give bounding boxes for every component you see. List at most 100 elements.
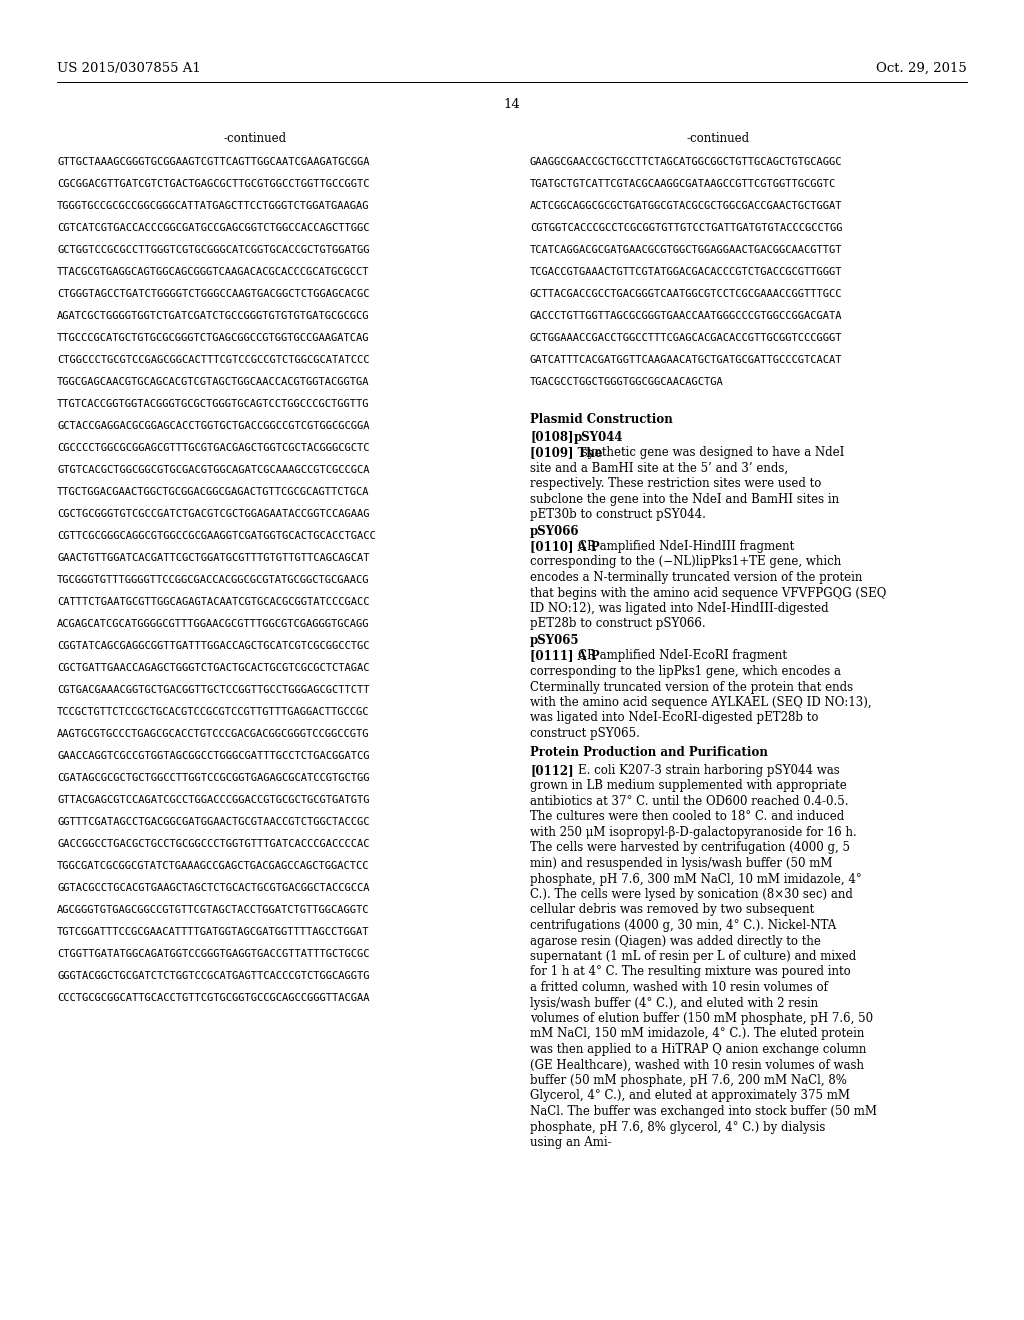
Text: NaCl. The buffer was exchanged into stock buffer (50 mM: NaCl. The buffer was exchanged into stoc… [530,1105,877,1118]
Text: site and a BamHI site at the 5’ and 3’ ends,: site and a BamHI site at the 5’ and 3’ e… [530,462,788,474]
Text: C.). The cells were lysed by sonication (8×30 sec) and: C.). The cells were lysed by sonication … [530,888,853,902]
Text: grown in LB medium supplemented with appropriate: grown in LB medium supplemented with app… [530,780,847,792]
Text: subclone the gene into the NdeI and BamHI sites in: subclone the gene into the NdeI and BamH… [530,492,839,506]
Text: construct pSY065.: construct pSY065. [530,727,640,741]
Text: GAACTGTTGGATCACGATTCGCTGGATGCGTTTGTGTTGTTCAGCAGCAT: GAACTGTTGGATCACGATTCGCTGGATGCGTTTGTGTTGT… [57,553,370,564]
Text: CGCCCCTGGCGCGGAGCGTTTGCGTGACGAGCTGGTCGCTACGGGCGCTC: CGCCCCTGGCGCGGAGCGTTTGCGTGACGAGCTGGTCGCT… [57,444,370,453]
Text: synthetic gene was designed to have a NdeI: synthetic gene was designed to have a Nd… [579,446,845,459]
Text: volumes of elution buffer (150 mM phosphate, pH 7.6, 50: volumes of elution buffer (150 mM phosph… [530,1012,873,1026]
Text: GGGTACGGCTGCGATCTCTGGTCCGCATGAGTTCACCCGTCTGGCAGGTG: GGGTACGGCTGCGATCTCTGGTCCGCATGAGTTCACCCGT… [57,972,370,981]
Text: respectively. These restriction sites were used to: respectively. These restriction sites we… [530,477,821,490]
Text: TCGACCGTGAAACTGTTCGTATGGACGACACCCGTCTGACCGCGTTGGGT: TCGACCGTGAAACTGTTCGTATGGACGACACCCGTCTGAC… [530,267,843,277]
Text: TCATCAGGACGCGATGAACGCGTGGCTGGAGGAACTGACGGCAACGTTGT: TCATCAGGACGCGATGAACGCGTGGCTGGAGGAACTGACG… [530,246,843,255]
Text: AGATCGCTGGGGTGGTCTGATCGATCTGCCGGGTGTGTGTGATGCGCGCG: AGATCGCTGGGGTGGTCTGATCGATCTGCCGGGTGTGTGT… [57,312,370,321]
Text: GAAGGCGAACCGCTGCCTTCTAGCATGGCGGCTGTTGCAGCTGTGCAGGC: GAAGGCGAACCGCTGCCTTCTAGCATGGCGGCTGTTGCAG… [530,157,843,168]
Text: -continued: -continued [686,132,750,145]
Text: [0111] A P: [0111] A P [530,649,600,663]
Text: CR amplified NdeI-EcoRI fragment: CR amplified NdeI-EcoRI fragment [579,649,787,663]
Text: TGTCGGATTTCCGCGAACATTTTGATGGTAGCGATGGTTTTAGCCTGGAT: TGTCGGATTTCCGCGAACATTTTGATGGTAGCGATGGTTT… [57,927,370,937]
Text: was ligated into NdeI-EcoRI-digested pET28b to: was ligated into NdeI-EcoRI-digested pET… [530,711,818,725]
Text: TGCGGGTGTTTGGGGTTCCGGCGACCACGGCGCGTATGCGGCTGCGAACG: TGCGGGTGTTTGGGGTTCCGGCGACCACGGCGCGTATGCG… [57,576,370,585]
Text: TGGGTGCCGCGCCGGCGGGCATTATGAGCTTCCTGGGTCTGGATGAAGAG: TGGGTGCCGCGCCGGCGGGCATTATGAGCTTCCTGGGTCT… [57,201,370,211]
Text: CGTGGTCACCCGCCTCGCGGTGTTGTCCTGATTGATGTGTACCCGCCTGG: CGTGGTCACCCGCCTCGCGGTGTTGTCCTGATTGATGTGT… [530,223,843,234]
Text: GGTACGCCTGCACGTGAAGCTAGCTCTGCACTGCGTGACGGCTACCGCCA: GGTACGCCTGCACGTGAAGCTAGCTCTGCACTGCGTGACG… [57,883,370,894]
Text: centrifugations (4000 g, 30 min, 4° C.). Nickel-NTA: centrifugations (4000 g, 30 min, 4° C.).… [530,919,837,932]
Text: CGATAGCGCGCTGCTGGCCTTGGTCCGCGGTGAGAGCGCATCCGTGCTGG: CGATAGCGCGCTGCTGGCCTTGGTCCGCGGTGAGAGCGCA… [57,774,370,783]
Text: CGTTCGCGGGCAGGCGTGGCCGCGAAGGTCGATGGTGCACTGCACCTGACC: CGTTCGCGGGCAGGCGTGGCCGCGAAGGTCGATGGTGCAC… [57,531,376,541]
Text: GTTGCTAAAGCGGGTGCGGAAGTCGTTCAGTTGGCAATCGAAGATGCGGA: GTTGCTAAAGCGGGTGCGGAAGTCGTTCAGTTGGCAATCG… [57,157,370,168]
Text: GACCCTGTTGGTTAGCGCGGGTGAACCAATGGGCCCGTGGCCGGACGATA: GACCCTGTTGGTTAGCGCGGGTGAACCAATGGGCCCGTGG… [530,312,843,321]
Text: TGACGCCTGGCTGGGTGGCGGCAACAGCTGA: TGACGCCTGGCTGGGTGGCGGCAACAGCTGA [530,378,724,387]
Text: GTGTCACGCTGGCGGCGTGCGACGTGGCAGATCGCAAAGCCGTCGCCGCA: GTGTCACGCTGGCGGCGTGCGACGTGGCAGATCGCAAAGC… [57,465,370,475]
Text: Glycerol, 4° C.), and eluted at approximately 375 mM: Glycerol, 4° C.), and eluted at approxim… [530,1089,850,1102]
Text: GCTTACGACCGCCTGACGGGTCAATGGCGTCCTCGCGAAACCGGTTTGCC: GCTTACGACCGCCTGACGGGTCAATGGCGTCCTCGCGAAA… [530,289,843,300]
Text: phosphate, pH 7.6, 300 mM NaCl, 10 mM imidazole, 4°: phosphate, pH 7.6, 300 mM NaCl, 10 mM im… [530,873,862,886]
Text: using an Ami-: using an Ami- [530,1137,611,1148]
Text: that begins with the amino acid sequence VFVFPGQG (SEQ: that begins with the amino acid sequence… [530,586,887,599]
Text: Cterminally truncated version of the protein that ends: Cterminally truncated version of the pro… [530,681,853,693]
Text: GGTTTCGATAGCCTGACGGCGATGGAACTGCGTAACCGTCTGGCTACCGC: GGTTTCGATAGCCTGACGGCGATGGAACTGCGTAACCGTC… [57,817,370,828]
Text: ID NO:12), was ligated into NdeI-HindIII-digested: ID NO:12), was ligated into NdeI-HindIII… [530,602,828,615]
Text: TGGCGAGCAACGTGCAGCACGTCGTAGCTGGCAACCACGTGGTACGGTGA: TGGCGAGCAACGTGCAGCACGTCGTAGCTGGCAACCACGT… [57,378,370,387]
Text: CTGGTTGATATGGCAGATGGTCCGGGTGAGGTGACCGTTATTTGCTGCGC: CTGGTTGATATGGCAGATGGTCCGGGTGAGGTGACCGTTA… [57,949,370,960]
Text: GCTACCGAGGACGCGGAGCACCTGGTGCTGACCGGCCGTCGTGGCGCGGA: GCTACCGAGGACGCGGAGCACCTGGTGCTGACCGGCCGTC… [57,421,370,432]
Text: a fritted column, washed with 10 resin volumes of: a fritted column, washed with 10 resin v… [530,981,827,994]
Text: corresponding to the lipPks1 gene, which encodes a: corresponding to the lipPks1 gene, which… [530,665,841,678]
Text: phosphate, pH 7.6, 8% glycerol, 4° C.) by dialysis: phosphate, pH 7.6, 8% glycerol, 4° C.) b… [530,1121,825,1134]
Text: The cells were harvested by centrifugation (4000 g, 5: The cells were harvested by centrifugati… [530,842,850,854]
Text: GATCATTTCACGATGGTTCAAGAACATGCTGATGCGATTGCCCGTCACAT: GATCATTTCACGATGGTTCAAGAACATGCTGATGCGATTG… [530,355,843,366]
Text: AGCGGGTGTGAGCGGCCGTGTTCGTAGCTACCTGGATCTGTTGGCAGGTC: AGCGGGTGTGAGCGGCCGTGTTCGTAGCTACCTGGATCTG… [57,906,370,915]
Text: pSY066: pSY066 [530,524,580,537]
Text: pSY065: pSY065 [530,634,580,647]
Text: GCTGGAAACCGACCTGGCCTTTCGAGCACGACACCGTTGCGGTCCCGGGT: GCTGGAAACCGACCTGGCCTTTCGAGCACGACACCGTTGC… [530,333,843,343]
Text: CGTGACGAAACGGTGCTGACGGTTGCTCCGGTTGCCTGGGAGCGCTTCTT: CGTGACGAAACGGTGCTGACGGTTGCTCCGGTTGCCTGGG… [57,685,370,696]
Text: [0108]: [0108] [530,430,573,444]
Text: GTTACGAGCGTCCAGATCGCCTGGACCCGGACCGTGCGCTGCGTGATGTG: GTTACGAGCGTCCAGATCGCCTGGACCCGGACCGTGCGCT… [57,795,370,805]
Text: buffer (50 mM phosphate, pH 7.6, 200 mM NaCl, 8%: buffer (50 mM phosphate, pH 7.6, 200 mM … [530,1074,847,1086]
Text: CATTTCTGAATGCGTTGGCAGAGTACAATCGTGCACGCGGTATCCCGACC: CATTTCTGAATGCGTTGGCAGAGTACAATCGTGCACGCGG… [57,597,370,607]
Text: CTGGCCCTGCGTCCGAGCGGCACTTTCGTCCGCCGTCTGGCGCATATCCC: CTGGCCCTGCGTCCGAGCGGCACTTTCGTCCGCCGTCTGG… [57,355,370,366]
Text: supernatant (1 mL of resin per L of culture) and mixed: supernatant (1 mL of resin per L of cult… [530,950,856,964]
Text: Plasmid Construction: Plasmid Construction [530,413,673,426]
Text: AAGTGCGTGCCCTGAGCGCACCTGTCCCGACGACGGCGGGTCCGGCCGTG: AAGTGCGTGCCCTGAGCGCACCTGTCCCGACGACGGCGGG… [57,729,370,739]
Text: CCCTGCGCGGCATTGCACCTGTTCGTGCGGTGCCGCAGCCGGGTTACGAA: CCCTGCGCGGCATTGCACCTGTTCGTGCGGTGCCGCAGCC… [57,993,370,1003]
Text: [0109] The: [0109] The [530,446,602,459]
Text: ACGAGCATCGCATGGGGCGTTTGGAACGCGTTTGGCGTCGAGGGTGCAGG: ACGAGCATCGCATGGGGCGTTTGGAACGCGTTTGGCGTCG… [57,619,370,630]
Text: pSY044: pSY044 [574,430,624,444]
Text: TTACGCGTGAGGCAGTGGCAGCGGGTCAAGACACGCACCCGCATGCGCCT: TTACGCGTGAGGCAGTGGCAGCGGGTCAAGACACGCACCC… [57,267,370,277]
Text: 14: 14 [504,98,520,111]
Text: was then applied to a HiTRAP Q anion exchange column: was then applied to a HiTRAP Q anion exc… [530,1043,866,1056]
Text: TGATGCTGTCATTCGTACGCAAGGCGATAAGCCGTTCGTGGTTGCGGTC: TGATGCTGTCATTCGTACGCAAGGCGATAAGCCGTTCGTG… [530,180,837,189]
Text: GCTGGTCCGCGCCTTGGGTCGTGCGGGCATCGGTGCACCGCTGTGGATGG: GCTGGTCCGCGCCTTGGGTCGTGCGGGCATCGGTGCACCG… [57,246,370,255]
Text: with 250 μM isopropyl-β-D-galactopyranoside for 16 h.: with 250 μM isopropyl-β-D-galactopyranos… [530,826,857,840]
Text: -continued: -continued [223,132,287,145]
Text: min) and resuspended in lysis/wash buffer (50 mM: min) and resuspended in lysis/wash buffe… [530,857,833,870]
Text: CR amplified NdeI-HindIII fragment: CR amplified NdeI-HindIII fragment [579,540,795,553]
Text: pET30b to construct pSY044.: pET30b to construct pSY044. [530,508,706,521]
Text: E. coli K207-3 strain harboring pSY044 was: E. coli K207-3 strain harboring pSY044 w… [579,764,840,777]
Text: TTGCTGGACGAACTGGCTGCGGACGGCGAGACTGTTCGCGCAGTTCTGCA: TTGCTGGACGAACTGGCTGCGGACGGCGAGACTGTTCGCG… [57,487,370,498]
Text: (GE Healthcare), washed with 10 resin volumes of wash: (GE Healthcare), washed with 10 resin vo… [530,1059,864,1072]
Text: TCCGCTGTTCTCCGCTGCACGTCCGCGTCCGTTGTTTGAGGACTTGCCGC: TCCGCTGTTCTCCGCTGCACGTCCGCGTCCGTTGTTTGAG… [57,708,370,717]
Text: lysis/wash buffer (4° C.), and eluted with 2 resin: lysis/wash buffer (4° C.), and eluted wi… [530,997,818,1010]
Text: CGCTGATTGAACCAGAGCTGGGTCTGACTGCACTGCGTCGCGCTCTAGAC: CGCTGATTGAACCAGAGCTGGGTCTGACTGCACTGCGTCG… [57,663,370,673]
Text: mM NaCl, 150 mM imidazole, 4° C.). The eluted protein: mM NaCl, 150 mM imidazole, 4° C.). The e… [530,1027,864,1040]
Text: CGGTATCAGCGAGGCGGTTGATTTGGACCAGCTGCATCGTCGCGGCCTGC: CGGTATCAGCGAGGCGGTTGATTTGGACCAGCTGCATCGT… [57,642,370,651]
Text: pET28b to construct pSY066.: pET28b to construct pSY066. [530,618,706,631]
Text: Protein Production and Purification: Protein Production and Purification [530,747,768,759]
Text: TTGTCACCGGTGGTACGGGTGCGCTGGGTGCAGTCCTGGCCCGCTGGTTG: TTGTCACCGGTGGTACGGGTGCGCTGGGTGCAGTCCTGGC… [57,399,370,409]
Text: agarose resin (Qiagen) was added directly to the: agarose resin (Qiagen) was added directl… [530,935,821,948]
Text: The cultures were then cooled to 18° C. and induced: The cultures were then cooled to 18° C. … [530,810,844,824]
Text: CGCGGACGTTGATCGTCTGACTGAGCGCTTGCGTGGCCTGGTTGCCGGTC: CGCGGACGTTGATCGTCTGACTGAGCGCTTGCGTGGCCTG… [57,180,370,189]
Text: CGTCATCGTGACCACCCGGCGATGCCGAGCGGTCTGGCCACCAGCTTGGC: CGTCATCGTGACCACCCGGCGATGCCGAGCGGTCTGGCCA… [57,223,370,234]
Text: ACTCGGCAGGCGCGCTGATGGCGTACGCGCTGGCGACCGAACTGCTGGAT: ACTCGGCAGGCGCGCTGATGGCGTACGCGCTGGCGACCGA… [530,201,843,211]
Text: corresponding to the (−NL)lipPks1+TE gene, which: corresponding to the (−NL)lipPks1+TE gen… [530,556,842,569]
Text: GAACCAGGTCGCCGTGGTAGCGGCCTGGGCGATTTGCCTCTGACGGATCG: GAACCAGGTCGCCGTGGTAGCGGCCTGGGCGATTTGCCTC… [57,751,370,762]
Text: with the amino acid sequence AYLKAEL (SEQ ID NO:13),: with the amino acid sequence AYLKAEL (SE… [530,696,871,709]
Text: [0112]: [0112] [530,764,573,777]
Text: GACCGGCCTGACGCTGCCTGCGGCCCTGGTGTTTGATCACCCGACCCCAC: GACCGGCCTGACGCTGCCTGCGGCCCTGGTGTTTGATCAC… [57,840,370,849]
Text: US 2015/0307855 A1: US 2015/0307855 A1 [57,62,201,75]
Text: CGCTGCGGGTGTCGCCGATCTGACGTCGCTGGAGAATACCGGTCCAGAAG: CGCTGCGGGTGTCGCCGATCTGACGTCGCTGGAGAATACC… [57,510,370,519]
Text: for 1 h at 4° C. The resulting mixture was poured into: for 1 h at 4° C. The resulting mixture w… [530,965,851,978]
Text: cellular debris was removed by two subsequent: cellular debris was removed by two subse… [530,903,814,916]
